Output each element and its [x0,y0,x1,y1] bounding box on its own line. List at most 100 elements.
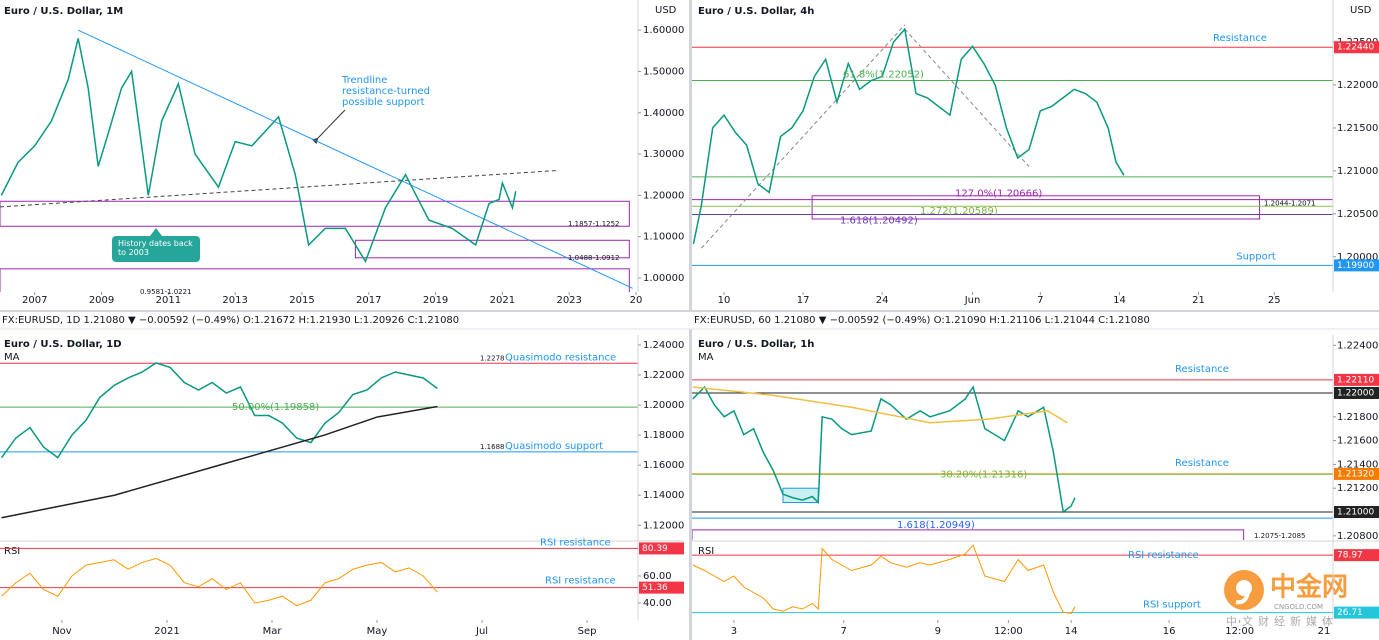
panel-title: Euro / U.S. Dollar, 1D [4,339,122,350]
y-tick-label: 1.40000 [643,108,684,119]
trendline [701,24,906,249]
zone-label: 1.2044-1.2071 [1264,199,1316,207]
y-tick-label: 1.20800 [1337,531,1378,542]
callout: History dates back to 2003 [112,236,200,262]
price-line [692,386,1068,424]
zone-label: 1.1857-1.1252 [568,220,620,228]
level-label: Quasimodo support [505,441,603,452]
trendline [904,28,1030,167]
price-tag-label: 1.22000 [1337,388,1374,398]
price-tag [1334,373,1379,386]
price-line [0,38,517,264]
x-tick-label: Mar [263,626,283,637]
rsi-tag [639,581,684,594]
zone-label: 1.2075-1.2085 [1254,532,1306,540]
price-tag-label: 1.21320 [1337,469,1374,479]
watermark-logo [1224,570,1264,610]
rsi-level-label: RSI resistance [545,576,616,587]
x-tick-label: 10 [718,295,731,306]
rsi-tag [639,542,684,555]
y-tick-label: 1.21200 [1337,483,1378,494]
price-line [692,385,1076,514]
x-tick-label: Sep [578,626,597,637]
zone [811,195,1261,220]
level-label: Resistance [1213,33,1267,44]
zone [0,200,630,227]
rsi-tag [1334,606,1379,619]
x-tick-label: 14 [1113,295,1126,306]
y-tick-label: 1.24000 [643,340,684,351]
level-label: 1.618(1.20949) [897,520,975,531]
price-tag [1334,41,1379,54]
price-line [0,362,438,459]
price-tag [1334,506,1379,519]
note-arrow [312,109,346,144]
level-label: 61.8%(1.22052) [843,70,924,81]
x-tick-label: 16 [1163,626,1176,637]
level-label: Resistance [1175,364,1229,375]
x-tick-label: 2017 [356,295,381,306]
rsi-level-label: RSI resistance [1128,550,1199,561]
symbol-header: FX:EURUSD, 1D 1.21080 ▼ −0.00592 (−0.49%… [2,315,459,326]
trendline [77,29,633,289]
rsi-area [0,547,638,607]
level-label: 38.20%(1.21316) [940,469,1027,480]
y-tick-label: 1.50000 [643,66,684,77]
rsi-line [1,557,438,607]
zone-label: 1.0488-1.0912 [568,254,620,262]
zone [354,239,630,259]
x-tick-label: 14 [1065,626,1078,637]
x-tick-label: 24 [876,295,889,306]
price-tag [1334,259,1379,272]
price-tag [1334,467,1379,480]
header-strip [0,311,1379,329]
y-tick-label: 1.21400 [1337,459,1378,470]
price-tag-label: 1.22110 [1337,375,1374,385]
x-tick-label: Jun [964,295,981,306]
zone [0,268,630,292]
rsi-line [692,544,1076,614]
y-tick-label: 1.20500 [1337,209,1378,220]
y-tick-label: 1.21600 [1337,436,1378,447]
y-tick-label: 1.21800 [1337,412,1378,423]
price-tag [1334,386,1379,399]
x-tick-label: 9 [935,626,941,637]
level-label: 50.00%(1.19858) [232,402,319,413]
panel-title: Euro / U.S. Dollar, 4h [698,6,814,17]
y-tick-label: 1.30000 [643,149,684,160]
watermark-site: CNGOLD.COM [1274,603,1323,611]
level-label: Quasimodo resistance [505,352,616,363]
x-tick-label: 2021 [154,626,179,637]
rsi-tag-label: 26.71 [1337,608,1363,618]
level-label: 1.272(1.20589) [920,206,998,217]
watermark-mark: 中金网 [1270,572,1348,603]
plot-area [0,362,638,519]
y-tick-label: 1.16000 [643,460,684,471]
x-tick-label: 2015 [289,295,314,306]
plot-area [0,29,633,292]
x-tick-label: 21 [1318,626,1331,637]
y-tick-label: 1.20000 [643,190,684,201]
zone [692,529,1245,540]
y-tick-label: 1.12000 [643,520,684,531]
panel-title: Euro / U.S. Dollar, 1M [4,6,123,17]
symbol-header: FX:EURUSD, 60 1.21080 ▼ −0.00592 (−0.49%… [694,315,1150,326]
rsi-level-label: RSI support [1143,600,1201,611]
y-tick-label: 1.21500 [1337,123,1378,134]
plot-area [692,379,1333,540]
watermark-tagline: 中文财经新媒体 [1226,614,1338,628]
y-tick-label: 1.10000 [643,232,684,243]
level-label: Resistance [1175,458,1229,469]
x-tick-label: 12:00 [994,626,1023,637]
x-tick-label: 2019 [423,295,448,306]
x-tick-label: 25 [1268,295,1281,306]
unit-label: USD [655,5,677,16]
x-tick-label: 2021 [490,295,515,306]
rsi-tag-label: 78.97 [1337,551,1363,561]
y-tick-label: 1.22000 [1337,80,1378,91]
y-tick-label: 1.21000 [1337,166,1378,177]
y-tick-label: 1.22000 [643,370,684,381]
indicator-label: MA [698,352,714,363]
